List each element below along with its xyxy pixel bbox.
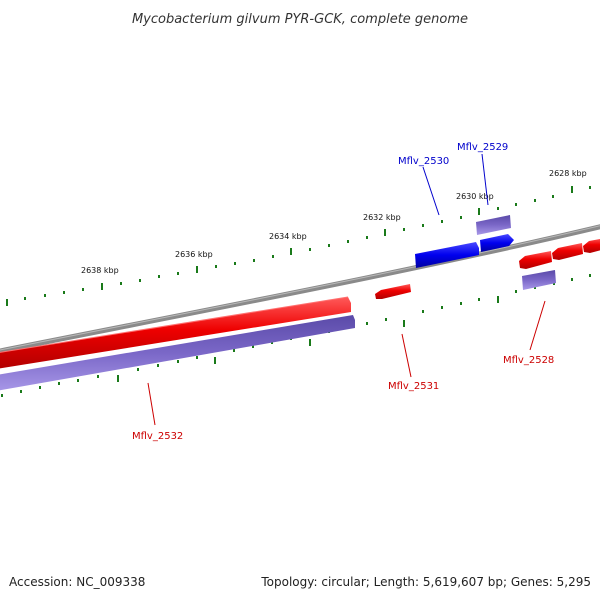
gene-label-mflv-2528[interactable]: Mflv_2528 [503, 355, 554, 366]
scale-label-2636: 2636 kbp [175, 250, 213, 259]
gene-mflv-2532-red[interactable] [0, 297, 351, 370]
scale-label-2632: 2632 kbp [363, 213, 401, 222]
outer-tick [82, 288, 84, 291]
outer-tick [139, 279, 141, 282]
outer-tick [589, 186, 591, 189]
inner-tick [177, 360, 179, 363]
inner-tick [137, 368, 139, 371]
outer-scale-track [6, 186, 591, 306]
outer-tick [120, 282, 122, 285]
gene-mflv-2528-purple[interactable] [522, 270, 556, 290]
gene-mflv-2530[interactable] [415, 242, 479, 268]
leader-line-mflv-2531 [401, 333, 412, 378]
inner-tick [589, 274, 591, 277]
leader-line-mflv-2532 [147, 382, 156, 426]
gene-label-mflv-2530[interactable]: Mflv_2530 [398, 156, 449, 167]
scale-label-2628: 2628 kbp [549, 169, 587, 178]
genome-backbone [0, 224, 600, 354]
scale-label-2630: 2630 kbp [456, 192, 494, 201]
genome-summary-text: Topology: circular; Length: 5,619,607 bp… [260, 575, 591, 589]
inner-tick [20, 390, 22, 393]
outer-tick [403, 228, 405, 231]
inner-tick [366, 322, 368, 325]
inner-tick [157, 364, 159, 367]
outer-tick [158, 275, 160, 278]
accession-text: Accession: NC_009338 [9, 575, 145, 589]
inner-tick [422, 310, 424, 313]
inner-tick [233, 349, 235, 352]
inner-tick [553, 282, 555, 285]
outer-tick [253, 259, 255, 262]
gene-mflv-2529-purple[interactable] [476, 215, 511, 235]
outer-tick [234, 262, 236, 265]
page-title: Mycobacterium gilvum PYR-GCK, complete g… [132, 12, 468, 27]
outer-tick [478, 208, 480, 215]
outer-tick [101, 283, 103, 290]
scale-label-2638: 2638 kbp [81, 266, 119, 275]
inner-tick [58, 382, 60, 385]
outer-tick [290, 248, 292, 255]
outer-tick [177, 272, 179, 275]
outer-tick [44, 294, 46, 297]
inner-tick [77, 379, 79, 382]
gene-label-mflv-2531[interactable]: Mflv_2531 [388, 381, 439, 392]
inner-tick [534, 286, 536, 289]
inner-tick [39, 386, 41, 389]
gene-mflv-2528-red-1[interactable] [519, 251, 552, 269]
gene-mflv-2528-red-2[interactable] [552, 243, 583, 260]
outer-tick [24, 297, 26, 300]
outer-tick [215, 265, 217, 268]
outer-tick [534, 199, 536, 202]
inner-tick [1, 394, 3, 397]
outer-tick [497, 207, 499, 210]
inner-tick [497, 296, 499, 303]
scale-label-2634: 2634 kbp [269, 232, 307, 241]
outer-tick [366, 236, 368, 239]
inner-tick [515, 290, 517, 293]
outer-tick [6, 299, 8, 306]
inner-tick [252, 345, 254, 348]
inner-tick [214, 357, 216, 364]
inner-tick [460, 302, 462, 305]
leader-line-mflv-2528 [529, 300, 546, 351]
outer-tick [272, 255, 274, 258]
inner-tick [478, 298, 480, 301]
gene-mflv-2529-blue[interactable] [480, 234, 514, 252]
gene-label-mflv-2532[interactable]: Mflv_2532 [132, 431, 183, 442]
inner-tick [441, 306, 443, 309]
inner-tick [196, 356, 198, 359]
outer-tick [309, 248, 311, 251]
outer-tick [422, 224, 424, 227]
gene-mflv-2528-red-3[interactable] [583, 238, 600, 253]
gene-mflv-2532-purple[interactable] [0, 315, 355, 392]
inner-tick [385, 318, 387, 321]
inner-tick [309, 339, 311, 346]
outer-tick [63, 291, 65, 294]
gene-label-mflv-2529[interactable]: Mflv_2529 [457, 142, 508, 153]
outer-tick [328, 244, 330, 247]
gene-mflv-2532-red-edge [0, 296, 349, 353]
inner-tick [97, 375, 99, 378]
outer-tick [460, 216, 462, 219]
gene-mflv-2531[interactable] [375, 284, 411, 299]
inner-tick [403, 320, 405, 327]
leader-line-mflv-2530 [422, 166, 440, 216]
outer-tick [347, 240, 349, 243]
outer-tick [515, 203, 517, 206]
outer-tick [196, 266, 198, 273]
outer-tick [552, 195, 554, 198]
outer-tick [384, 229, 386, 236]
leader-line-mflv-2529 [481, 153, 489, 206]
inner-tick [117, 375, 119, 382]
genome-backbone-highlight [0, 225, 600, 351]
outer-tick [571, 186, 573, 193]
outer-tick [441, 220, 443, 223]
inner-tick [571, 278, 573, 281]
